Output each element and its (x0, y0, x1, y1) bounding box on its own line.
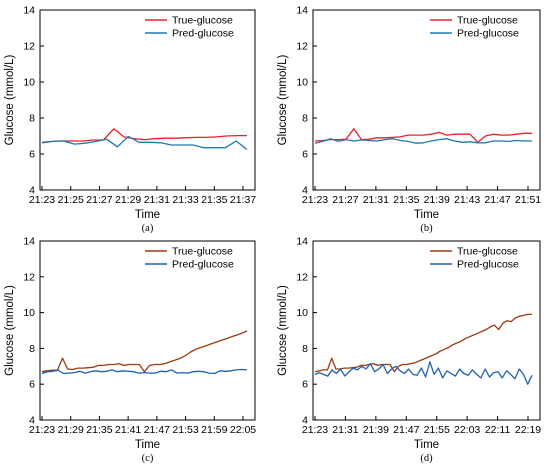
panel-caption: (d) (420, 453, 433, 464)
y-tick-label: 4 (302, 415, 308, 427)
panel-b: 4 6 8 10 12 14 21:23 21:27 21:31 21:35 21:39 21:43 2… (277, 5, 541, 235)
legend-label: Pred-glucose (457, 28, 519, 40)
series-line-pred-glucose (314, 138, 532, 144)
legend-label: True-glucose (457, 15, 518, 27)
y-axis-label: Glucose (mmol/L) (277, 54, 289, 145)
plot-frame (39, 240, 256, 421)
x-tick-label: 21:23 (29, 424, 55, 436)
x-tick-label: 21:37 (230, 194, 256, 206)
series-line-pred-glucose (41, 135, 248, 151)
legend-label: True-glucose (457, 246, 518, 258)
y-tick-label: 6 (29, 379, 35, 391)
legend-label: Pred-glucose (172, 259, 234, 271)
y-tick-label: 4 (302, 185, 308, 197)
x-tick-label: 21:29 (115, 194, 141, 206)
x-tick-label: 21:23 (302, 194, 328, 206)
x-tick-label: 21:53 (172, 424, 198, 436)
x-tick-label: 21:27 (86, 194, 112, 206)
series-line-pred-glucose (41, 368, 248, 375)
plot-frame (39, 9, 256, 191)
x-tick-label: 21:47 (144, 424, 170, 436)
x-tick-label: 21:29 (58, 424, 84, 436)
x-axis-label: Time (414, 439, 439, 451)
x-tick-label: 21:47 (484, 194, 510, 206)
x-tick-label: 22:19 (515, 424, 541, 436)
y-tick-label: 10 (296, 307, 308, 319)
x-tick-label: 21:31 (144, 194, 170, 206)
x-tick-label: 21:51 (515, 194, 541, 206)
x-tick-label: 21:27 (332, 194, 358, 206)
x-tick-label: 21:31 (363, 194, 389, 206)
y-tick-label: 6 (29, 149, 35, 161)
x-tick-label: 21:59 (201, 424, 227, 436)
y-tick-label: 6 (302, 379, 308, 391)
legend-label: True-glucose (172, 246, 233, 258)
x-axis-label: Time (414, 209, 439, 221)
plot-frame (312, 9, 541, 191)
x-tick-label: 21:35 (86, 424, 112, 436)
y-tick-label: 8 (29, 113, 35, 125)
x-tick-label: 21:23 (302, 424, 328, 436)
x-tick-label: 21:31 (332, 424, 358, 436)
series-line-true-glucose (314, 313, 532, 373)
series-line-true-glucose (41, 330, 248, 373)
x-tick-label: 22:05 (230, 424, 256, 436)
panel-caption: (b) (420, 223, 433, 234)
panel-caption: (a) (142, 223, 154, 234)
x-tick-label: 21:43 (454, 194, 480, 206)
y-tick-label: 14 (296, 236, 308, 248)
y-tick-label: 8 (29, 343, 35, 355)
x-tick-label: 21:47 (393, 424, 419, 436)
y-tick-label: 4 (29, 415, 35, 427)
legend-label: Pred-glucose (457, 259, 519, 271)
x-tick-label: 22:11 (485, 424, 511, 436)
y-axis-label: Glucose (mmol/L) (277, 285, 289, 376)
y-tick-label: 10 (23, 77, 35, 89)
x-tick-label: 22:03 (454, 424, 480, 436)
legend-label: Pred-glucose (172, 28, 234, 40)
x-tick-label: 21:55 (424, 424, 450, 436)
x-tick-label: 21:23 (29, 194, 55, 206)
y-axis-label: Glucose (mmol/L) (4, 285, 16, 376)
y-tick-label: 4 (29, 185, 35, 197)
x-axis-label: Time (135, 209, 160, 221)
y-tick-label: 8 (302, 343, 308, 355)
y-tick-label: 14 (23, 236, 35, 248)
y-tick-label: 8 (302, 113, 308, 125)
panel-caption: (c) (142, 453, 154, 464)
y-tick-label: 10 (23, 307, 35, 319)
y-tick-label: 10 (296, 77, 308, 89)
series-line-pred-glucose (314, 361, 533, 385)
x-tick-label: 21:39 (363, 424, 389, 436)
y-tick-label: 12 (23, 41, 35, 53)
x-tick-label: 21:35 (201, 194, 227, 206)
x-tick-label: 21:33 (172, 194, 198, 206)
y-tick-label: 6 (302, 149, 308, 161)
legend-label: True-glucose (172, 15, 233, 27)
y-tick-label: 12 (296, 271, 308, 283)
panel-d: 4 6 8 10 12 14 21:23 21:31 21:39 21:47 21:55 22:03 2… (277, 236, 541, 465)
x-tick-label: 21:25 (58, 194, 84, 206)
plot-frame (312, 240, 541, 421)
y-tick-label: 12 (23, 271, 35, 283)
series-line-true-glucose (41, 128, 247, 143)
y-tick-label: 14 (23, 5, 35, 17)
x-tick-label: 21:41 (115, 424, 141, 436)
series-line-true-glucose (314, 128, 532, 143)
y-tick-label: 12 (296, 41, 308, 53)
y-tick-label: 14 (296, 5, 308, 17)
y-axis-label: Glucose (mmol/L) (4, 54, 16, 145)
x-axis-label: Time (135, 439, 160, 451)
x-tick-label: 21:35 (393, 194, 419, 206)
x-tick-label: 21:39 (424, 194, 450, 206)
